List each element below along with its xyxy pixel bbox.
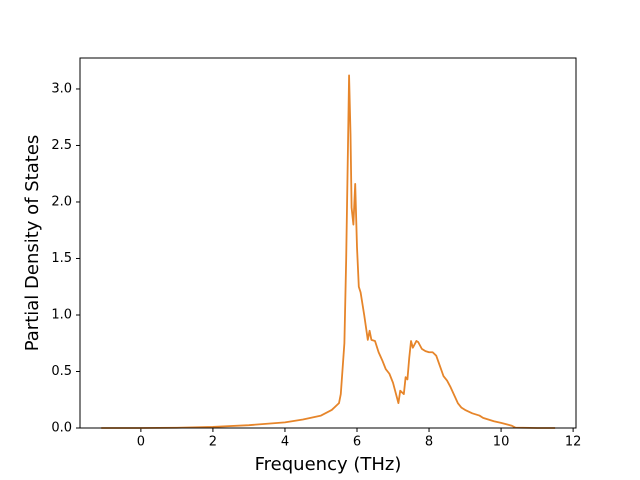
line [101,74,556,429]
x-tick-label: 6 [353,435,361,450]
y-tick-label: 3.0 [51,81,72,96]
x-tick-label: 0 [137,435,145,450]
x-axis-label: Frequency (THz) [255,454,402,475]
y-tick-label: 1.0 [51,307,72,322]
y-tick-label: 0.5 [51,364,72,379]
y-tick-label: 2.0 [51,194,72,209]
x-tick-label: 12 [565,435,582,450]
x-tick-label: 2 [209,435,217,450]
y-axis-label: Partial Density of States [22,135,43,352]
plot-frame [79,57,577,429]
y-tick-label: 1.5 [51,251,72,266]
y-tick-label: 2.5 [51,138,72,153]
x-tick-label: 4 [281,435,289,450]
y-tick-label: 0.0 [51,421,72,436]
x-tick-label: 8 [425,435,433,450]
x-tick-label: 10 [493,435,510,450]
